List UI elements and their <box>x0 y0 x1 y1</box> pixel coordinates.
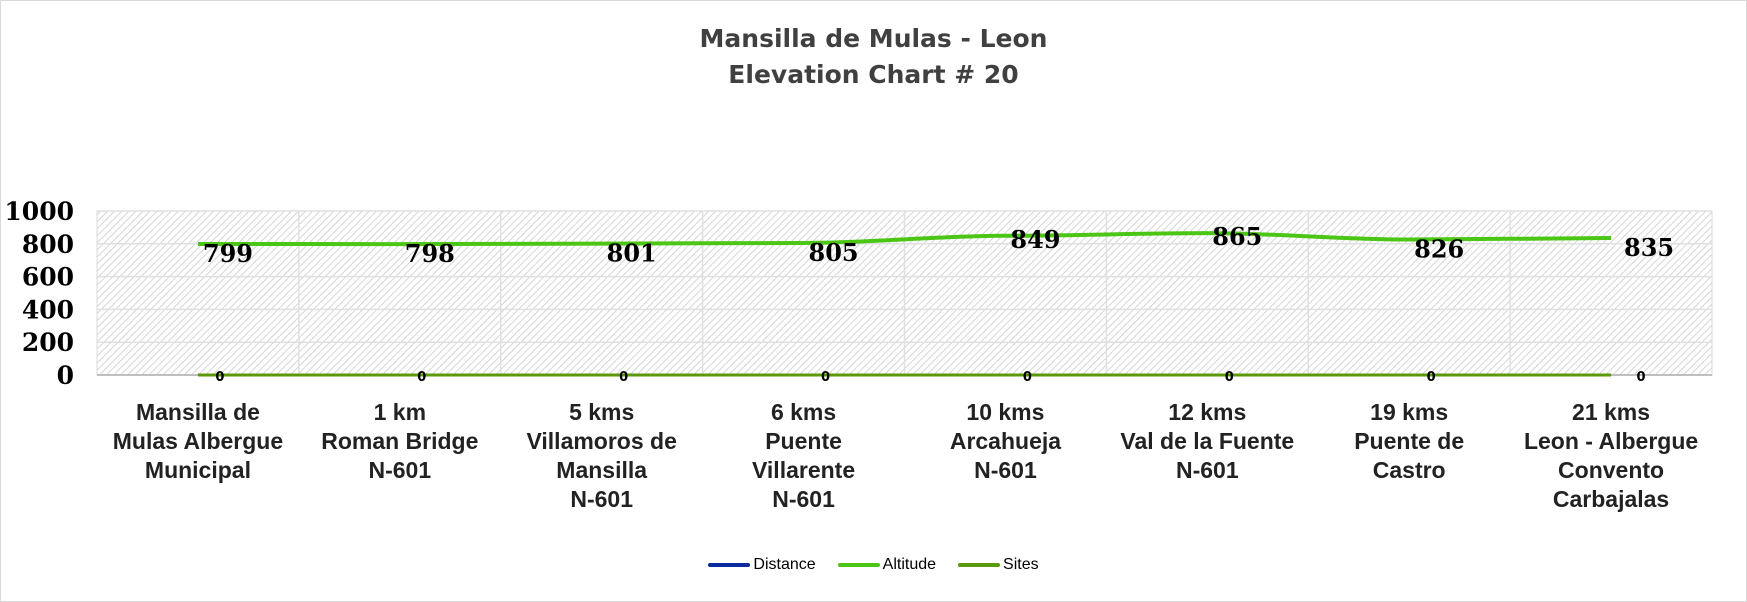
x-tick-label: N-601 <box>368 457 431 483</box>
data-label-sites: 0 <box>417 370 426 385</box>
legend-label: Distance <box>753 556 816 573</box>
legend-swatch <box>958 563 1001 567</box>
x-tick-label: Carbajalas <box>1553 486 1669 512</box>
series-line-altitude <box>197 231 1612 247</box>
legend-label: Sites <box>1003 556 1039 573</box>
x-tick-label: Leon - Albergue <box>1524 428 1698 454</box>
data-label-sites: 0 <box>1637 370 1646 385</box>
data-label-sites: 0 <box>1427 370 1436 385</box>
data-label-sites: 0 <box>215 370 224 385</box>
data-label-altitude: 798 <box>405 239 455 268</box>
x-tick-label: Puente <box>765 428 842 454</box>
x-tick-label: 21 kms <box>1572 399 1650 425</box>
y-tick-label: 0 <box>57 361 74 390</box>
data-label-altitude: 849 <box>1010 225 1060 254</box>
legend-item-sites: Sites <box>958 556 1039 574</box>
x-tick-label: Convento <box>1558 457 1664 483</box>
data-label-sites: 0 <box>1023 370 1032 385</box>
chart-subtitle: Elevation Chart # 20 <box>728 60 1019 89</box>
x-tick-label: 6 kms <box>771 399 836 425</box>
data-label-altitude: 805 <box>809 238 859 267</box>
x-tick-label: Mulas Albergue <box>113 428 283 454</box>
x-tick-label: Val de la Fuente <box>1120 428 1294 454</box>
x-tick-label: Municipal <box>145 457 251 483</box>
y-tick-label: 1000 <box>4 197 74 226</box>
x-tick-label: Villamoros de <box>526 428 676 454</box>
legend: Distance Altitude Sites <box>0 556 1747 574</box>
data-label-altitude: 799 <box>203 239 253 268</box>
x-tick-label: 5 kms <box>569 399 634 425</box>
data-label-altitude: 835 <box>1624 233 1674 262</box>
x-tick-label: Mansilla de <box>136 399 260 425</box>
x-tick-label: 19 kms <box>1370 399 1448 425</box>
x-tick-label: Puente de <box>1354 428 1464 454</box>
legend-label: Altitude <box>882 556 937 573</box>
x-tick-label: 12 kms <box>1168 399 1246 425</box>
legend-item-altitude: Altitude <box>837 556 937 574</box>
y-tick-label: 600 <box>22 263 74 292</box>
x-tick-label: Villarente <box>752 457 855 483</box>
x-tick-label: Mansilla <box>556 457 647 483</box>
data-label-sites: 0 <box>1225 370 1234 385</box>
x-tick-label: Roman Bridge <box>321 428 478 454</box>
x-tick-label: N-601 <box>772 486 835 512</box>
data-label-altitude: 826 <box>1414 235 1464 264</box>
x-tick-label: Castro <box>1373 457 1446 483</box>
y-tick-label: 200 <box>22 328 74 357</box>
legend-swatch <box>708 563 751 567</box>
legend-swatch <box>837 563 880 567</box>
data-label-sites: 0 <box>619 370 628 385</box>
chart-title: Mansilla de Mulas - Leon <box>699 24 1048 53</box>
x-tick-label: Arcahueja <box>950 428 1061 454</box>
legend-item-distance: Distance <box>708 556 816 574</box>
y-tick-label: 400 <box>22 295 74 324</box>
x-tick-label: N-601 <box>1176 457 1239 483</box>
data-label-sites: 0 <box>821 370 830 385</box>
data-label-altitude: 865 <box>1212 222 1262 251</box>
x-tick-label: N-601 <box>570 486 633 512</box>
x-tick-label: 1 km <box>374 399 426 425</box>
y-tick-label: 800 <box>22 230 74 259</box>
data-label-altitude: 801 <box>607 239 657 268</box>
x-tick-label: N-601 <box>974 457 1037 483</box>
x-tick-label: 10 kms <box>966 399 1044 425</box>
